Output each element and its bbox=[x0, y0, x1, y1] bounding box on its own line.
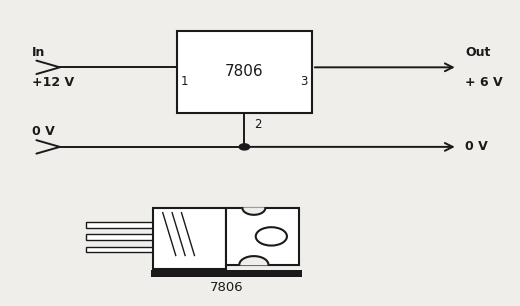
Polygon shape bbox=[239, 256, 268, 265]
Bar bbox=[86, 222, 159, 228]
Text: In: In bbox=[32, 46, 46, 59]
Text: 0 V: 0 V bbox=[32, 125, 55, 138]
Bar bbox=[226, 208, 299, 265]
Text: 0 V: 0 V bbox=[465, 140, 488, 153]
Text: 1: 1 bbox=[181, 75, 188, 88]
Circle shape bbox=[256, 227, 287, 245]
Circle shape bbox=[239, 144, 250, 150]
Text: + 6 V: + 6 V bbox=[465, 76, 503, 89]
Bar bbox=[153, 208, 226, 269]
Text: 3: 3 bbox=[301, 75, 308, 88]
Bar bbox=[86, 234, 159, 240]
Text: Out: Out bbox=[465, 46, 491, 59]
Bar bbox=[177, 31, 312, 113]
Text: +12 V: +12 V bbox=[32, 76, 74, 89]
Text: 7806: 7806 bbox=[210, 281, 243, 293]
Text: 2: 2 bbox=[254, 118, 261, 131]
Text: 7806: 7806 bbox=[225, 64, 264, 80]
Bar bbox=[151, 270, 302, 277]
Polygon shape bbox=[242, 208, 265, 215]
Bar bbox=[86, 247, 159, 252]
